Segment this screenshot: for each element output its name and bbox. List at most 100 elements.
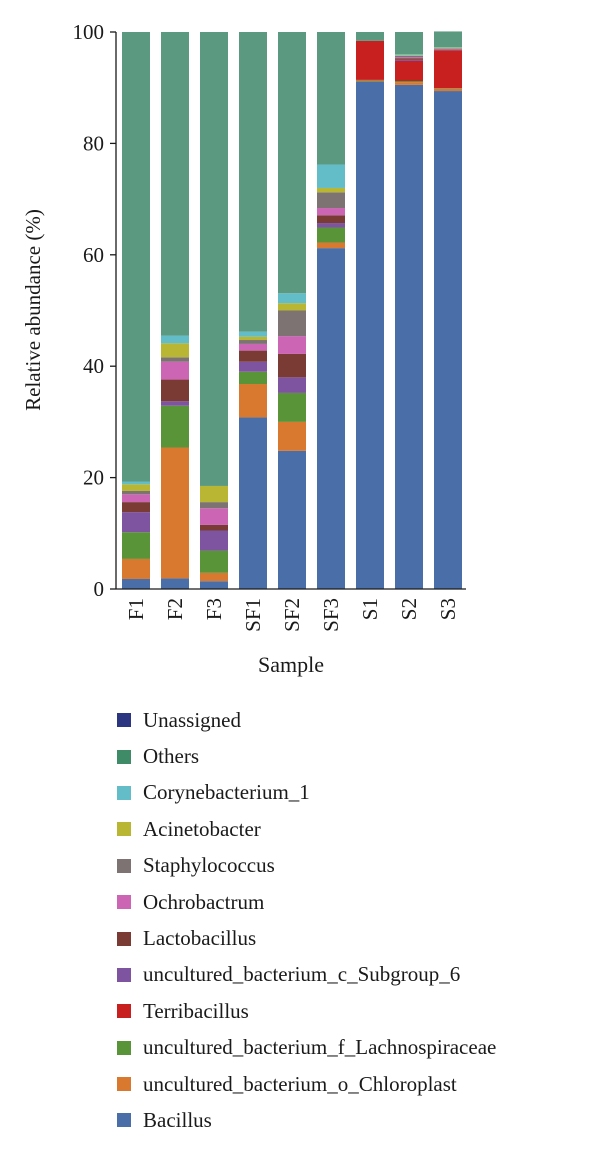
legend-item: Bacillus: [117, 1102, 496, 1138]
bar-segment-SF3-5: [317, 215, 345, 224]
bar-segment-SF2-8: [278, 303, 306, 311]
bar-segment-S2-8: [395, 55, 423, 56]
legend-item: Ochrobactrum: [117, 884, 496, 920]
x-axis-label: Sample: [258, 652, 324, 677]
legend-item: uncultured_bacterium_c_Subgroup_6: [117, 957, 496, 993]
bar-segment-SF3-7: [317, 192, 345, 209]
bar-segment-F1-9: [122, 481, 150, 485]
x-axis-ticks: F1 F2 F3 SF1 SF2 SF3 S1 S2 S3: [124, 598, 460, 632]
legend-label: uncultured_bacterium_c_Subgroup_6: [143, 962, 461, 987]
legend-item: Unassigned: [117, 702, 496, 738]
bar-segment-F2-9: [161, 335, 189, 344]
legend-label: uncultured_bacterium_o_Chloroplast: [143, 1071, 457, 1096]
bar-segment-F3-10: [200, 32, 228, 486]
legend-item: Acinetobacter: [117, 811, 496, 847]
bar-segment-SF2-2: [278, 392, 306, 422]
bar-segment-F2-0: [161, 578, 189, 589]
y-axis-label: Relative abundance (%): [21, 209, 45, 411]
bar-segment-S2-3: [395, 60, 423, 82]
y-tick-label: 60: [83, 243, 104, 267]
legend-item: uncultured_bacterium_o_Chloroplast: [117, 1066, 496, 1102]
legend-label: Unassigned: [143, 707, 241, 732]
bar-segment-F3-1: [200, 572, 228, 582]
bar-segment-F2-2: [161, 405, 189, 448]
bar-segment-F1-10: [122, 32, 150, 482]
x-tick-label-F2: F2: [163, 598, 187, 620]
bar-segment-F2-4: [161, 401, 189, 406]
bar-segment-S2-4: [395, 59, 423, 61]
bar-segment-SF2-1: [278, 421, 306, 451]
legend-label: Bacillus: [143, 1107, 212, 1132]
y-tick-label: 0: [94, 577, 105, 601]
bar-segment-F3-2: [200, 550, 228, 573]
bar-segment-SF3-10: [317, 32, 345, 165]
bar-segment-S1-1: [356, 80, 384, 82]
bar-segment-S3-6: [434, 48, 462, 50]
legend-label: uncultured_bacterium_f_Lachnospiraceae: [143, 1035, 497, 1060]
bar-segment-SF1-9: [239, 331, 267, 337]
bar-segment-F2-5: [161, 379, 189, 402]
legend-swatch: [117, 1077, 131, 1092]
bar-segment-S2-2: [395, 81, 423, 83]
x-tick-label-SF2: SF2: [280, 598, 304, 632]
legend-swatch: [117, 895, 131, 910]
bar-segment-F1-5: [122, 502, 150, 513]
bar-segment-S2-10: [395, 32, 423, 55]
bar-segment-SF1-1: [239, 384, 267, 418]
bar-segment-S2-9: [395, 54, 423, 56]
bar-segment-SF2-5: [278, 353, 306, 378]
y-tick-label: 100: [73, 20, 105, 44]
x-tick-label-S3: S3: [436, 598, 460, 620]
legend-swatch: [117, 1040, 131, 1055]
bar-segment-S3-0: [434, 91, 462, 590]
bar-segment-SF3-6: [317, 208, 345, 216]
bar-segment-S2-5: [395, 58, 423, 60]
bar-segment-S2-0: [395, 84, 423, 589]
bar-segment-SF3-4: [317, 223, 345, 228]
x-tick-label-S2: S2: [397, 598, 421, 620]
legend-label: Staphylococcus: [143, 853, 275, 878]
bar-segment-SF1-0: [239, 417, 267, 589]
bar-segment-F2-6: [161, 361, 189, 380]
y-axis-ticks: 0 20 40 60 80 100: [73, 20, 116, 601]
legend-swatch: [117, 785, 131, 800]
legend-label: Terribacillus: [143, 998, 249, 1023]
bar-segment-SF2-9: [278, 293, 306, 304]
bar-segment-SF1-6: [239, 343, 267, 351]
bar-segment-F2-7: [161, 357, 189, 362]
bar-segment-F3-6: [200, 508, 228, 525]
bar-segment-SF2-7: [278, 310, 306, 337]
legend-swatch: [117, 1004, 131, 1019]
legend-label: Ochrobactrum: [143, 889, 265, 914]
legend-item: uncultured_bacterium_f_Lachnospiraceae: [117, 1030, 496, 1066]
legend-label: Corynebacterium_1: [143, 780, 310, 805]
bar-segment-S3-10: [434, 31, 462, 48]
legend-label: Others: [143, 744, 199, 769]
legend-item: Terribacillus: [117, 993, 496, 1029]
x-tick-label-SF1: SF1: [241, 598, 265, 632]
bar-segment-S1-0: [356, 81, 384, 589]
bar-segment-S1-3: [356, 40, 384, 80]
bar-segment-F3-8: [200, 485, 228, 503]
legend-swatch: [117, 713, 131, 728]
legend-item: Lactobacillus: [117, 920, 496, 956]
legend-swatch: [117, 858, 131, 873]
y-tick-label: 80: [83, 131, 104, 155]
legend: Unassigned Others Corynebacterium_1 Acineto…: [117, 702, 496, 1139]
bar-segment-F3-5: [200, 524, 228, 531]
bar-segment-F1-8: [122, 484, 150, 491]
legend-swatch: [117, 931, 131, 946]
bar-segment-SF1-5: [239, 350, 267, 362]
legend-item: Corynebacterium_1: [117, 775, 496, 811]
bar-segment-SF3-2: [317, 227, 345, 243]
bar-segment-SF3-0: [317, 248, 345, 589]
legend-label: Acinetobacter: [143, 816, 261, 841]
bar-segment-SF1-8: [239, 336, 267, 341]
bar-segment-SF2-4: [278, 377, 306, 393]
legend-swatch: [117, 967, 131, 982]
bar-segment-SF2-0: [278, 450, 306, 589]
bar-segment-F1-6: [122, 494, 150, 503]
y-tick-label: 20: [83, 466, 104, 490]
bar-segment-F3-4: [200, 530, 228, 551]
legend-label: Lactobacillus: [143, 926, 257, 951]
